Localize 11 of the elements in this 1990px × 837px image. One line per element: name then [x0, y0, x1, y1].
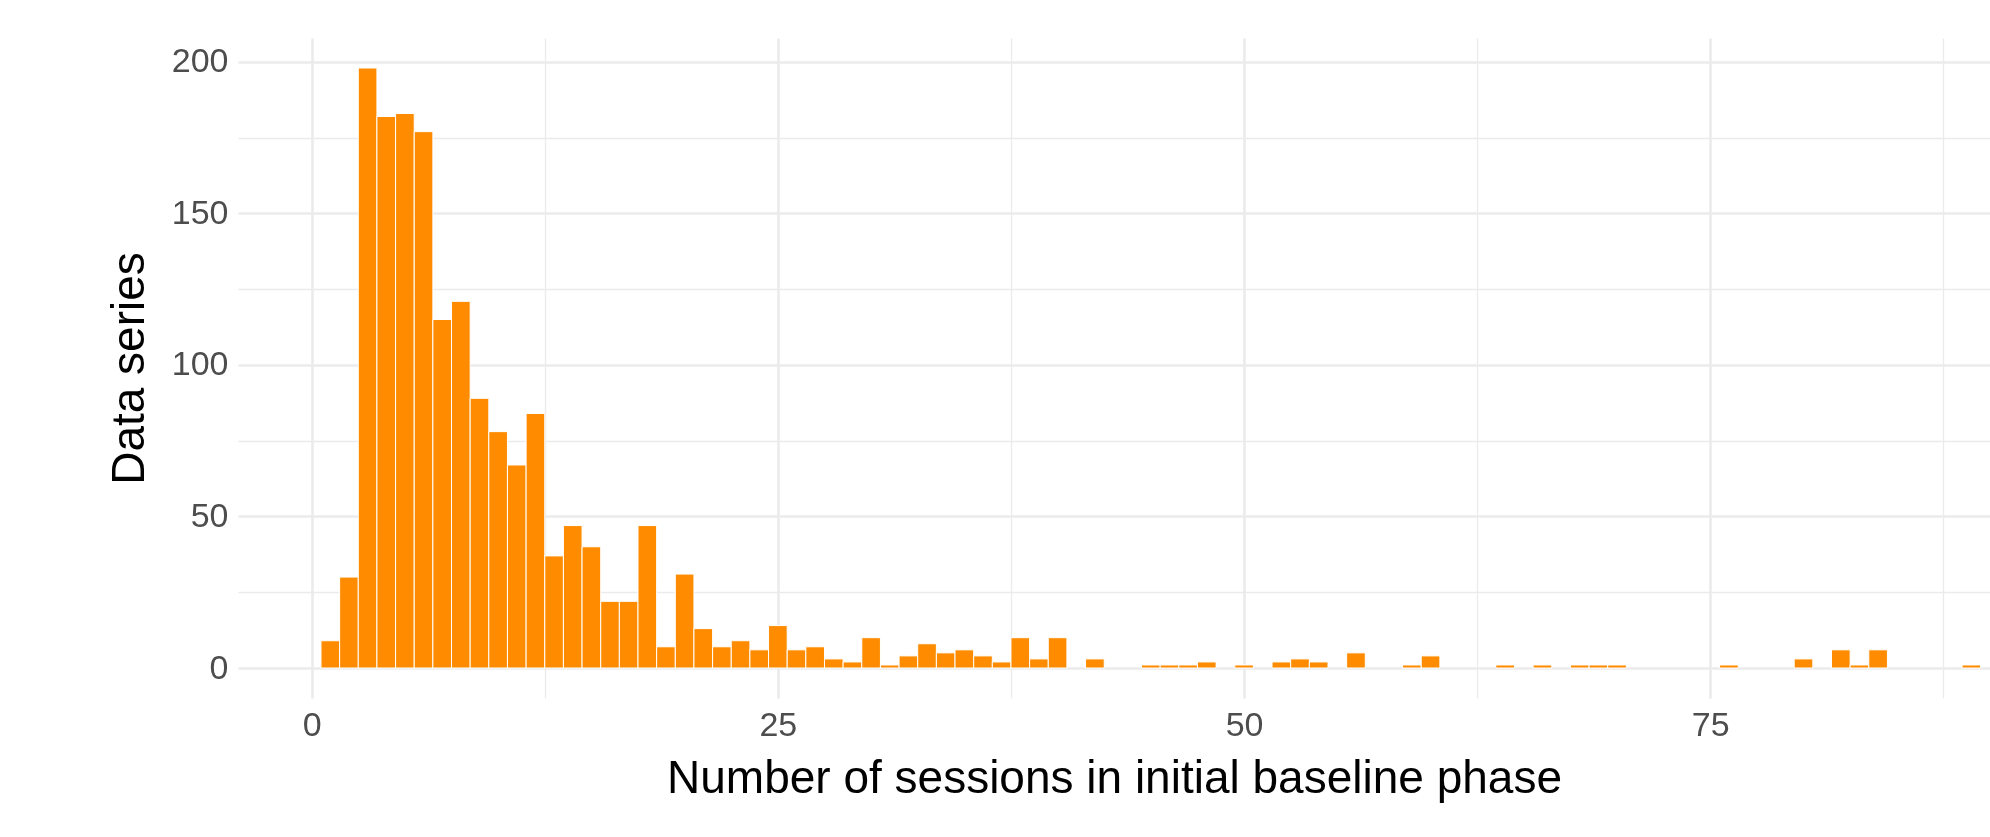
y-tick-label: 0: [209, 647, 229, 686]
y-tick-label: 200: [171, 41, 229, 80]
y-axis-title: Data series: [101, 252, 154, 485]
x-tick-label: 0: [302, 704, 322, 743]
x-tick-label: 25: [759, 704, 798, 743]
x-axis-title: Number of sessions in initial baseline phase: [667, 750, 1562, 803]
x-tick-label: 50: [1225, 704, 1264, 743]
y-tick-label: 100: [171, 344, 229, 383]
y-tick-label: 150: [171, 192, 229, 231]
y-tick-label: 50: [190, 495, 229, 534]
x-tick-label: 75: [1691, 704, 1730, 743]
